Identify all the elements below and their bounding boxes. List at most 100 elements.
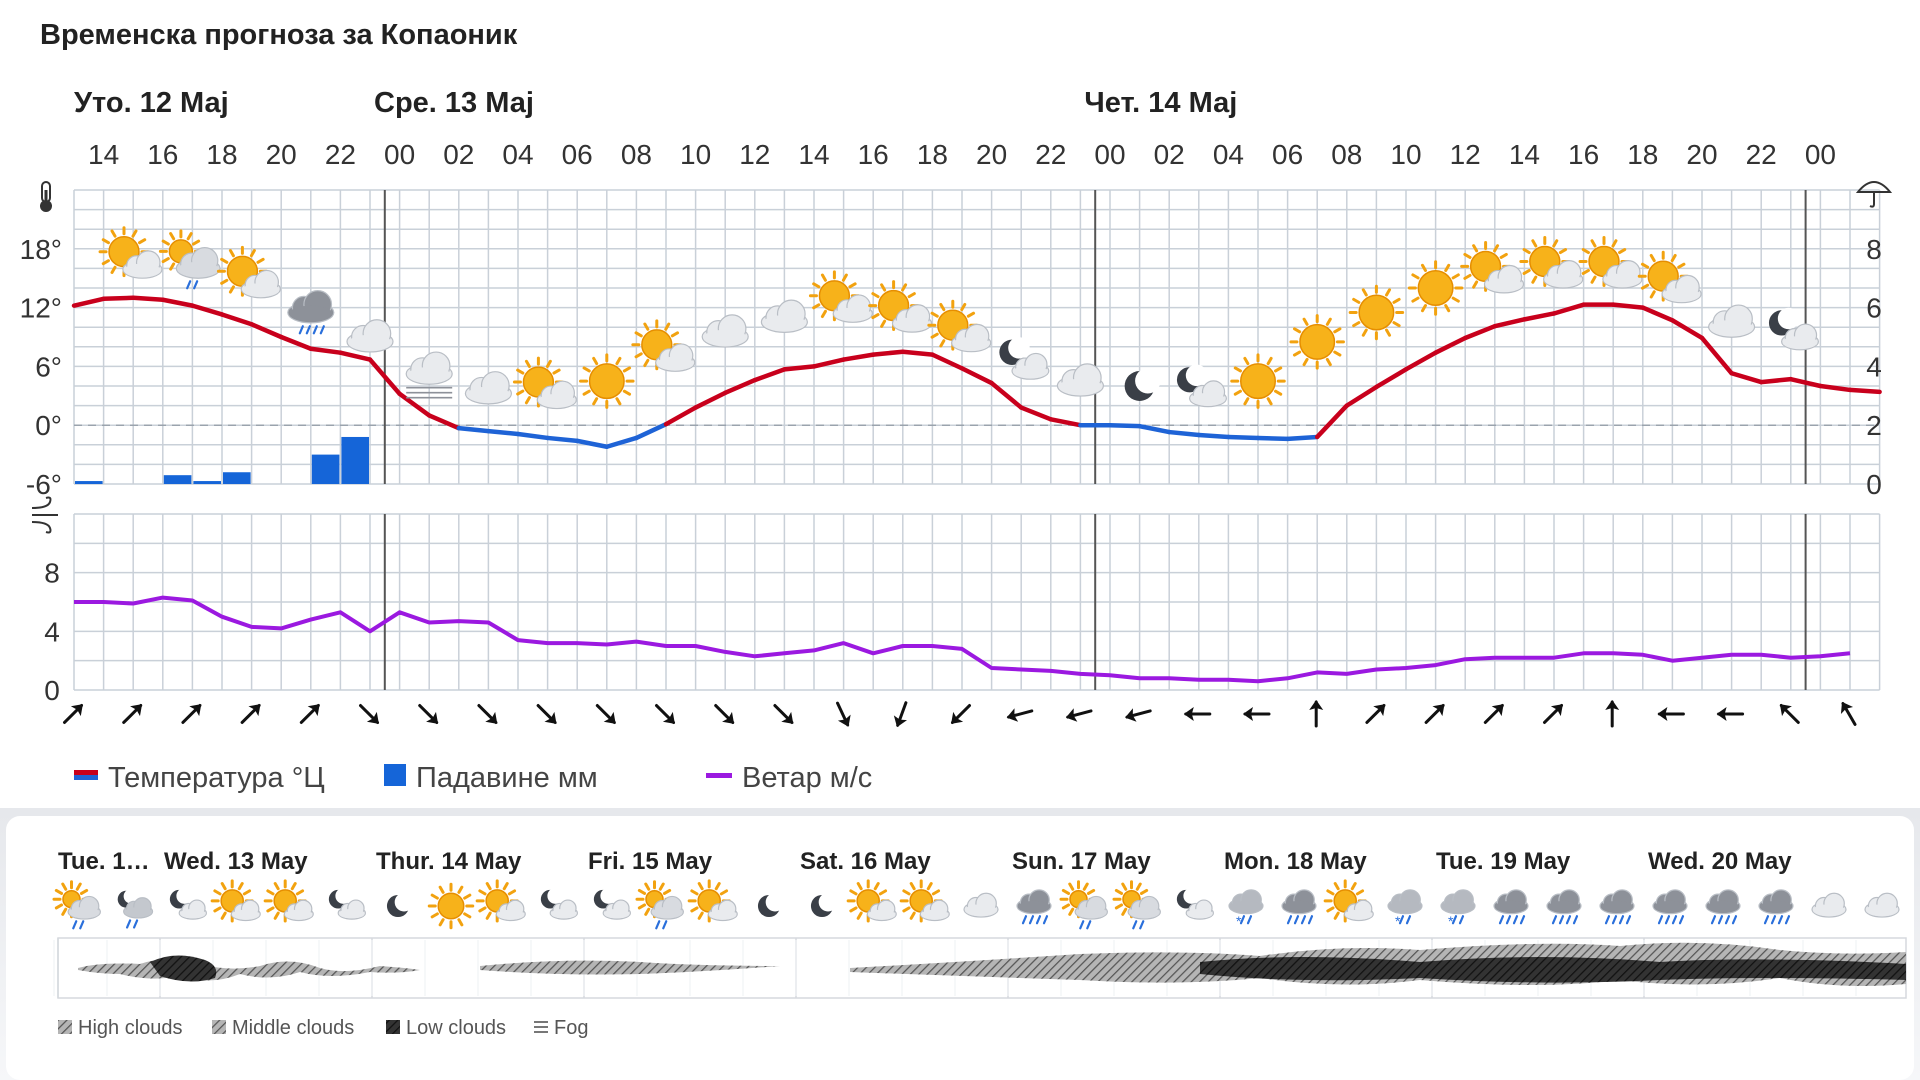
cloud-snow-icon: * bbox=[1228, 889, 1264, 929]
multiday-day-labels: Tue. 1… Wed. 13 May Thur. 14 May Fri. 15 Ma… bbox=[58, 848, 1792, 875]
temperature-segment bbox=[1344, 384, 1379, 408]
precipitation-bars bbox=[75, 436, 369, 484]
hour-tick-label: 20 bbox=[266, 139, 297, 170]
wind-axis: 8 4 0 bbox=[44, 558, 60, 706]
sun-icon bbox=[427, 882, 475, 930]
wind-arrow bbox=[240, 704, 261, 724]
legend-wind: Ветар м/с bbox=[742, 762, 872, 794]
sun-cloud-rain-icon bbox=[158, 229, 221, 290]
wind-arrow bbox=[1243, 707, 1271, 721]
hour-tick-label: 12 bbox=[1450, 139, 1481, 170]
moon-cloud-icon bbox=[1768, 307, 1819, 351]
cloud-icon bbox=[701, 314, 749, 348]
temperature-segment bbox=[1462, 323, 1498, 341]
multiday-day-label: Wed. 20 May bbox=[1648, 848, 1792, 875]
hour-tick-label: 10 bbox=[680, 139, 711, 170]
wind-arrow bbox=[951, 704, 971, 724]
wind-panel: 8 4 0 bbox=[31, 496, 1881, 728]
sun-cloud-icon bbox=[1323, 879, 1374, 923]
hour-tick-label: 18 bbox=[917, 139, 948, 170]
wind-tick-label: 4 bbox=[44, 616, 60, 647]
cloud-rain-icon bbox=[287, 290, 335, 335]
temperature-segment bbox=[1107, 422, 1142, 429]
moon-icon bbox=[757, 892, 785, 918]
temperature-segment bbox=[515, 431, 550, 441]
sun-icon bbox=[1407, 260, 1464, 316]
temperature-segment bbox=[663, 405, 698, 427]
sun-cloud-icon bbox=[1519, 236, 1584, 289]
wind-arrow bbox=[1605, 700, 1620, 728]
wind-arrow bbox=[1779, 704, 1800, 724]
temperature-segment bbox=[841, 352, 876, 362]
hour-tick-label: 02 bbox=[443, 139, 474, 170]
legend-precipitation: Падавине мм bbox=[416, 762, 598, 794]
hour-tick-label: 22 bbox=[1746, 139, 1777, 170]
temperature-segment bbox=[1492, 317, 1527, 329]
sun-cloud-icon bbox=[808, 270, 873, 323]
cloud-legend: High clouds Middle clouds Low clouds Fog bbox=[58, 1017, 588, 1039]
temperature-segment bbox=[1818, 383, 1853, 393]
temperature-tick-label: -6° bbox=[26, 469, 62, 500]
hour-tick-label: 14 bbox=[88, 139, 119, 170]
sun-cloud-icon bbox=[512, 356, 577, 410]
wind-arrow bbox=[1483, 704, 1504, 724]
wind-day-separators bbox=[383, 514, 1807, 690]
temperature-segment bbox=[190, 303, 225, 317]
hour-tick-label: 20 bbox=[1686, 139, 1717, 170]
multiday-day-label: Mon. 18 May bbox=[1224, 848, 1367, 875]
temperature-segment bbox=[782, 364, 817, 372]
cloud-icon bbox=[1707, 304, 1756, 338]
wind-arrow bbox=[1840, 701, 1857, 726]
temperature-segment bbox=[397, 391, 432, 418]
hour-tick-label: 06 bbox=[562, 139, 593, 170]
wind-tick-label: 8 bbox=[44, 558, 60, 589]
hour-tick-label: 02 bbox=[1154, 139, 1185, 170]
wind-arrow bbox=[1065, 708, 1093, 722]
day-label: Сре. 13 Мај bbox=[374, 87, 534, 119]
precipitation-bar bbox=[223, 472, 251, 484]
hour-tick-label: 04 bbox=[1213, 139, 1244, 170]
cloud-rain-icon bbox=[1705, 889, 1741, 925]
temperature-segment bbox=[900, 349, 935, 357]
wind-arrow bbox=[1657, 707, 1685, 721]
hour-tick-label: 12 bbox=[739, 139, 770, 170]
fog-legend-icon bbox=[534, 1021, 548, 1033]
wind-arrow bbox=[1183, 707, 1212, 721]
multiday-day-label: Fri. 15 May bbox=[588, 848, 713, 875]
wind-arrow bbox=[595, 704, 616, 724]
hour-tick-label: 16 bbox=[1568, 139, 1599, 170]
sun-icon bbox=[1230, 353, 1286, 409]
low-clouds-icon bbox=[386, 1020, 400, 1034]
sun-cloud-icon bbox=[631, 319, 696, 372]
temperature-segment bbox=[959, 366, 994, 386]
low-cloud-band-later bbox=[1200, 957, 1906, 983]
temperature-segment bbox=[338, 350, 373, 362]
wind-arrow bbox=[714, 704, 735, 724]
temperature-segment bbox=[249, 322, 284, 340]
hour-labels: 14 16 18 20 22 00 02 04 06 08 10 12 14 16 18 20 22 00 02 04… bbox=[88, 139, 1836, 170]
wind-arrow bbox=[1125, 708, 1152, 722]
hour-tick-label: 16 bbox=[858, 139, 889, 170]
sun-cloud-rain-icon bbox=[635, 880, 684, 930]
wind-arrow bbox=[536, 704, 557, 724]
wind-arrow bbox=[1424, 704, 1445, 724]
cloud-rain-icon bbox=[1493, 889, 1529, 925]
wind-arrow bbox=[299, 704, 320, 724]
wind-tick-label: 0 bbox=[44, 675, 60, 706]
hour-tick-label: 10 bbox=[1390, 139, 1421, 170]
temperature-segment bbox=[1758, 376, 1794, 385]
temperature-segment bbox=[604, 435, 639, 450]
cloud-legend-middle: Middle clouds bbox=[232, 1017, 354, 1039]
wind-arrow bbox=[1365, 704, 1386, 724]
hour-tick-label: 06 bbox=[1272, 139, 1303, 170]
temperature-segment bbox=[71, 296, 106, 308]
temperature-segment bbox=[930, 352, 965, 371]
temperature-segment bbox=[1255, 435, 1290, 442]
temperature-segment bbox=[1137, 423, 1172, 435]
multiday-day-label: Tue. 19 May bbox=[1436, 848, 1571, 875]
moon-cloud-icon bbox=[1176, 887, 1215, 920]
cloud-rain-icon bbox=[1599, 889, 1635, 925]
multiday-day-label: Tue. 1… bbox=[58, 848, 150, 875]
sun-cloud-icon bbox=[687, 879, 738, 923]
hour-tick-label: 20 bbox=[976, 139, 1007, 170]
